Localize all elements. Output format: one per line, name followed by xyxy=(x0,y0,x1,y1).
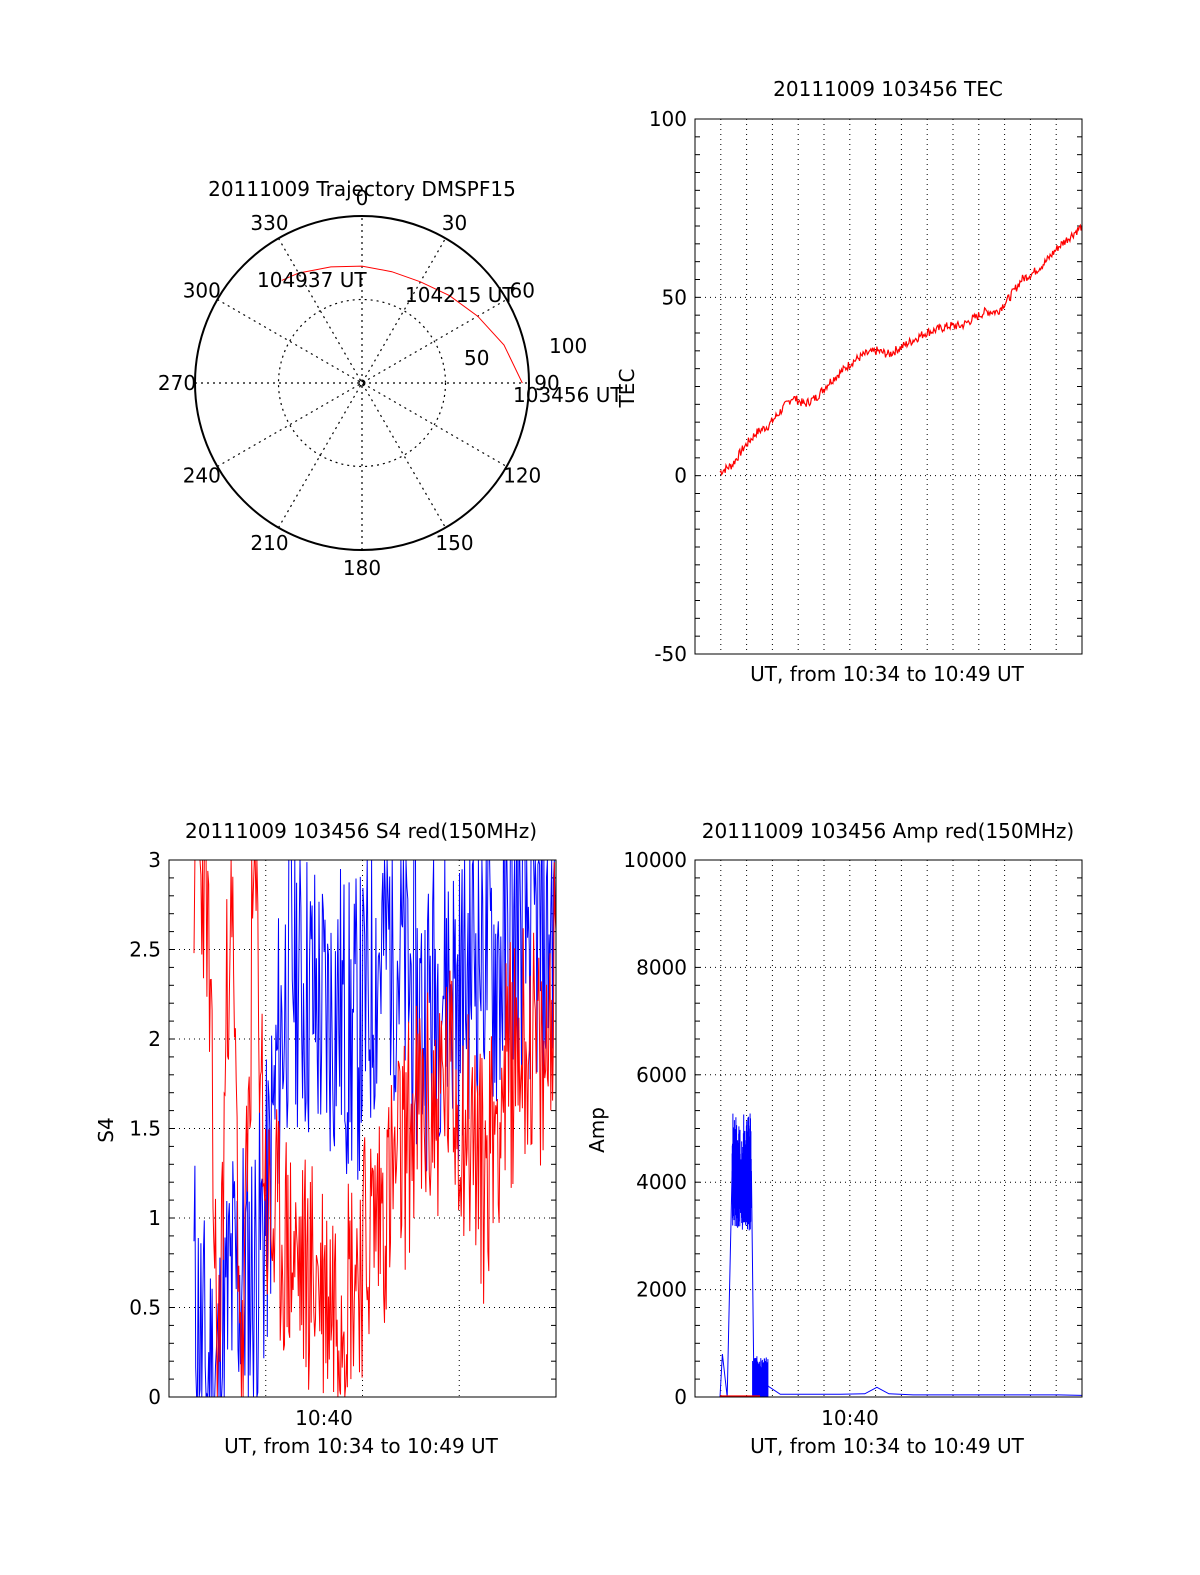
polar-spoke-120 xyxy=(217,298,507,468)
polar-angle-label-180: 180 xyxy=(343,556,381,580)
s4-blue-series xyxy=(193,859,557,1398)
s4-grid xyxy=(169,859,556,1398)
polar-angle-labels: 0 30 60 90 120 150 180 210 240 270 300 330 xyxy=(158,186,560,580)
polar-angle-label-300: 300 xyxy=(183,279,221,303)
amp-xlabel: UT, from 10:34 to 10:49 UT xyxy=(750,1434,1025,1458)
polar-trajectory xyxy=(281,265,523,384)
amp-ytick-8000: 8000 xyxy=(636,955,687,979)
amp-ylabel: Amp xyxy=(585,1107,609,1153)
amp-frame xyxy=(694,859,1083,1398)
amp-ytick-4000: 4000 xyxy=(636,1170,687,1194)
s4-ytick-2.5: 2.5 xyxy=(129,938,161,962)
tec-ytick--50: -50 xyxy=(654,642,687,666)
tec-ytick-100: 100 xyxy=(649,107,687,131)
amp-burst-noise xyxy=(731,1113,769,1397)
s4-ytick-3: 3 xyxy=(148,848,161,872)
polar-annotation-104937: 104937 UT xyxy=(257,268,367,292)
polar-angle-label-30: 30 xyxy=(442,211,467,235)
polar-chart: 20111009 Trajectory DMSPF15 0 30 60 90 120 15… xyxy=(158,177,639,580)
polar-annotation-104215: 104215 UT xyxy=(405,283,515,307)
s4-yticks: 3 2.5 2 1.5 1 0.5 0 xyxy=(129,848,161,1409)
s4-ytick-2: 2 xyxy=(148,1027,161,1051)
s4-ytick-1.5: 1.5 xyxy=(129,1117,161,1141)
amp-blue-series xyxy=(719,1165,1083,1398)
s4-xlabel: UT, from 10:34 to 10:49 UT xyxy=(224,1434,499,1458)
tec-yticks: 100 50 0 -50 xyxy=(649,107,687,666)
polar-spoke-60 xyxy=(217,298,507,468)
polar-spoke-30 xyxy=(277,238,447,528)
polar-angle-label-240: 240 xyxy=(183,464,221,488)
tec-xlabel: UT, from 10:34 to 10:49 UT xyxy=(750,662,1025,686)
polar-angle-label-270: 270 xyxy=(158,371,196,395)
amp-yticks: 10000 8000 6000 4000 2000 0 xyxy=(623,848,687,1409)
polar-inner-circle xyxy=(277,298,447,468)
polar-angle-label-150: 150 xyxy=(435,531,473,555)
amp-ytick-6000: 6000 xyxy=(636,1063,687,1087)
s4-ytick-0.5: 0.5 xyxy=(129,1296,161,1320)
s4-ytick-0: 0 xyxy=(148,1385,161,1409)
polar-grid xyxy=(194,215,530,551)
amp-title: 20111009 103456 Amp red(150MHz) xyxy=(702,819,1074,843)
polar-annotation-103456: 103456 UT xyxy=(513,383,623,407)
s4-ylabel: S4 xyxy=(94,1117,118,1142)
amp-xtick-1040: 10:40 xyxy=(821,1406,879,1430)
s4-title: 20111009 103456 S4 red(150MHz) xyxy=(185,819,537,843)
polar-title: 20111009 Trajectory DMSPF15 xyxy=(208,177,516,201)
tec-title: 20111009 103456 TEC xyxy=(773,77,1003,101)
tec-grid xyxy=(695,118,1082,655)
tec-ytick-0: 0 xyxy=(674,464,687,488)
tec-ytick-50: 50 xyxy=(662,285,687,309)
polar-angle-label-210: 210 xyxy=(250,531,288,555)
polar-radial-tick-100: 100 xyxy=(549,334,587,358)
amp-ytick-0: 0 xyxy=(674,1385,687,1409)
s4-ytick-1: 1 xyxy=(148,1206,161,1230)
polar-angle-label-330: 330 xyxy=(250,211,288,235)
amp-chart: 20111009 103456 Amp red(150MHz) 10000 800… xyxy=(585,819,1083,1458)
polar-tec-overlap-label: TEC xyxy=(615,369,639,409)
polar-angle-label-0: 0 xyxy=(356,186,369,210)
amp-ytick-2000: 2000 xyxy=(636,1278,687,1302)
s4-frame xyxy=(168,859,557,1398)
polar-radial-tick-50: 50 xyxy=(464,346,489,370)
tec-series-line xyxy=(719,223,1083,477)
amp-ytick-10000: 10000 xyxy=(623,848,687,872)
polar-angle-label-90: 90 xyxy=(534,371,559,395)
tec-chart: 20111009 103456 TEC 100 50 0 -50 UT, from 1… xyxy=(649,77,1083,686)
polar-angle-label-60: 60 xyxy=(509,279,534,303)
polar-angle-label-120: 120 xyxy=(503,464,541,488)
polar-spoke-150 xyxy=(277,238,447,528)
s4-xtick-1040: 10:40 xyxy=(295,1406,353,1430)
tec-frame xyxy=(694,118,1083,655)
amp-grid xyxy=(695,859,1082,1398)
s4-chart: 20111009 103456 S4 red(150MHz) 3 2.5 2 1.5 1… xyxy=(94,819,557,1458)
